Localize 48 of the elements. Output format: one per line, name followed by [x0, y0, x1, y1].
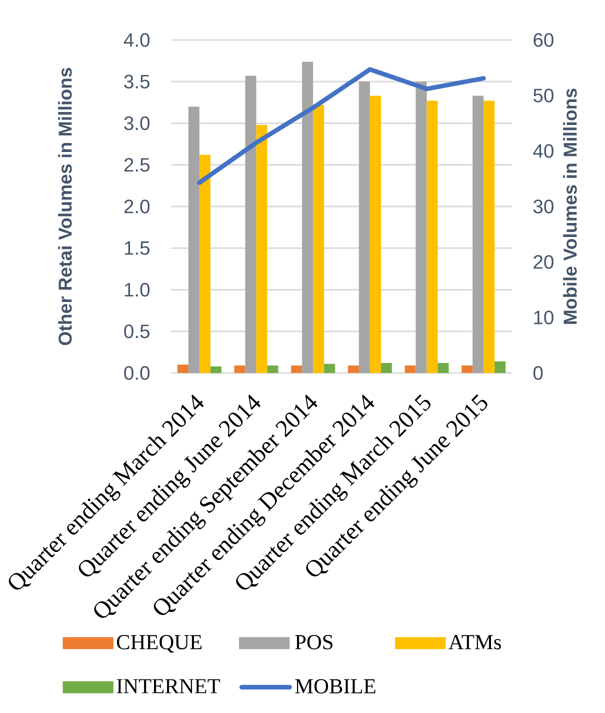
y2-tick-label: 10	[534, 310, 554, 324]
y2-tick-label: 20	[534, 255, 554, 269]
y2-tick-label: 60	[534, 33, 554, 47]
line-series	[197, 67, 486, 185]
bar	[234, 366, 246, 373]
bar	[462, 366, 473, 373]
bar	[484, 100, 495, 373]
y-tick-label: 4.0	[124, 33, 150, 47]
bar	[416, 82, 427, 373]
y-tick-label: 0.0	[124, 366, 150, 380]
bar	[302, 62, 314, 373]
y2-axis-title: Mobile Volumes in Millions	[563, 88, 577, 324]
bar	[358, 82, 370, 373]
y2-tick-label: 30	[533, 200, 554, 214]
y-tick-label: 2.5	[124, 158, 150, 172]
legend-label: MOBILE	[295, 679, 376, 694]
bar	[188, 106, 200, 373]
bar	[472, 96, 484, 373]
legend-label: CHEQUE	[116, 635, 202, 653]
bar	[267, 366, 278, 373]
bar	[348, 366, 359, 373]
y-tick-label: 0.5	[124, 324, 150, 338]
y-tick-label: 1.0	[124, 282, 150, 297]
bar	[494, 361, 506, 373]
bar	[199, 154, 210, 373]
bar	[404, 366, 416, 373]
bar	[370, 96, 381, 373]
bar	[291, 366, 302, 373]
bar	[256, 124, 268, 373]
legend-label: INTERNET	[116, 679, 220, 694]
bar	[380, 363, 392, 373]
bar	[210, 366, 222, 373]
bar	[438, 363, 449, 373]
bar	[313, 104, 324, 373]
y-tick-label: 3.5	[124, 74, 150, 88]
y2-tick-label: 0	[533, 366, 543, 380]
y-tick-label: 1.5	[124, 241, 150, 255]
bar	[426, 100, 438, 373]
bar	[324, 364, 336, 373]
bar	[245, 76, 256, 373]
legend-label: ATMs	[448, 635, 501, 650]
legend-label: POS	[295, 635, 332, 650]
y-axis-title: Other Retai Volumes in Millions	[58, 68, 72, 346]
y-tick-label: 2.0	[124, 200, 150, 214]
y-tick-label: 3.0	[124, 116, 150, 130]
bar	[177, 364, 188, 373]
y2-tick-label: 50	[533, 88, 554, 102]
y2-tick-label: 40	[533, 144, 554, 158]
